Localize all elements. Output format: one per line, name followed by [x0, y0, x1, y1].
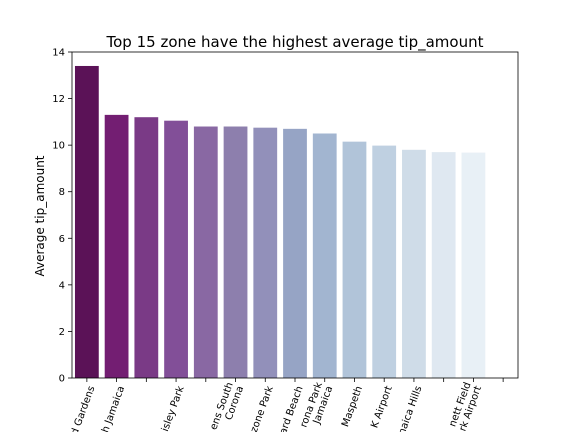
bar: [223, 126, 248, 378]
x-tick-label: nett Fieldrk Airport: [447, 381, 484, 432]
y-tick-label: 6: [59, 234, 65, 245]
x-tick-label-line: Maspeth: [340, 385, 365, 429]
bar: [74, 65, 99, 378]
bar: [193, 126, 218, 378]
x-tick-label: zone Park: [249, 384, 276, 432]
bar: [134, 117, 159, 378]
plot-area: 0 2 4 6 8 10 12 14 d Gardens h Jamaica isley Park e…: [52, 48, 519, 432]
x-tick-label: isley Park: [160, 384, 187, 432]
chart-title: Top 15 zone have the highest average tip…: [106, 33, 484, 52]
x-tick-label-line: isley Park: [160, 384, 187, 432]
bar: [253, 127, 278, 378]
bar: [312, 133, 337, 378]
y-tick-label: 2: [59, 327, 65, 338]
x-tick-label-line: d Gardens: [70, 385, 98, 432]
x-tick-label: d Gardens: [70, 385, 98, 432]
x-tick-label-line: K Airport: [369, 385, 394, 430]
x-tick-label-line: naica Hills: [397, 385, 425, 432]
x-tick-label: ens SouthCorona: [208, 381, 246, 432]
y-axis-label: Average tip_amount: [33, 155, 47, 276]
x-tick-label: K Airport: [369, 385, 394, 430]
y-tick-label: 4: [59, 280, 65, 291]
y-tick-label: 8: [59, 187, 65, 198]
bar: [164, 120, 188, 378]
bar: [283, 128, 307, 378]
y-tick-label: 0: [59, 374, 65, 385]
x-tick-label: naica Hills: [397, 385, 425, 432]
x-tick-label-line: h Jamaica: [100, 385, 127, 432]
y-tick-label: 14: [52, 48, 65, 59]
bar: [431, 152, 456, 378]
x-tick-label: h Jamaica: [100, 385, 127, 432]
bar: [104, 114, 129, 378]
bar: [342, 141, 367, 378]
bar: [402, 149, 426, 378]
bar: [461, 152, 486, 378]
x-tick-label: Maspeth: [340, 385, 365, 429]
y-tick-label: 12: [52, 94, 65, 105]
bar: [372, 145, 397, 378]
y-tick-label: 10: [52, 141, 65, 152]
x-tick-label-line: zone Park: [249, 384, 276, 432]
